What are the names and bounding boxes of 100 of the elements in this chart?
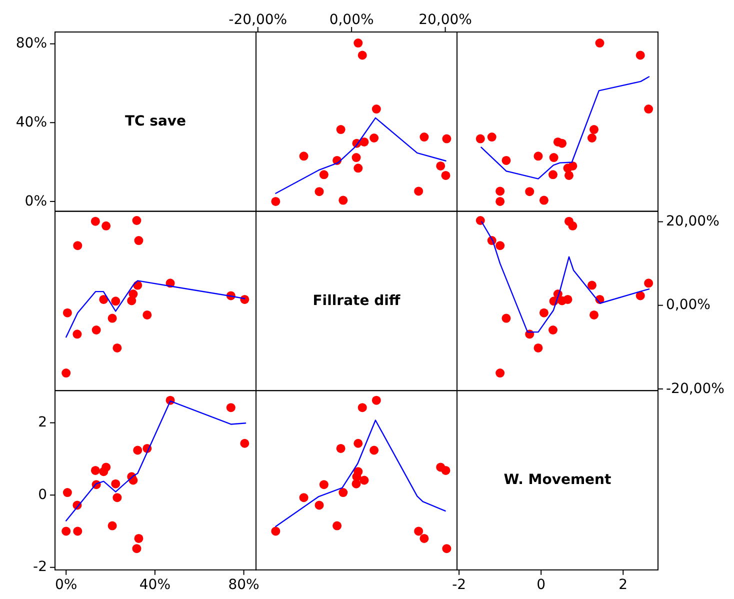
point [271, 196, 280, 206]
point [441, 170, 450, 180]
y-tick-label: 0 [38, 486, 47, 503]
point [539, 196, 548, 205]
point [90, 216, 100, 226]
point [476, 216, 485, 225]
point [360, 137, 369, 146]
point [352, 153, 361, 162]
y2-tick-label: 0,00% [666, 297, 710, 314]
point [338, 196, 348, 205]
x-tick-label: 80% [228, 576, 260, 593]
point [134, 534, 144, 543]
y-tick-label: 40% [16, 114, 47, 130]
point [360, 476, 369, 485]
y2-tick-label: -20,00% [666, 380, 724, 397]
x-tick-label: 2 [618, 576, 628, 593]
point [370, 134, 379, 143]
point [534, 152, 543, 161]
point [102, 462, 111, 472]
point [370, 446, 379, 455]
point [372, 396, 381, 405]
point [476, 134, 485, 144]
point [111, 296, 120, 306]
point [548, 325, 558, 334]
point [595, 38, 604, 48]
point [62, 488, 72, 498]
point [92, 325, 101, 334]
x-tick-label: 0 [536, 576, 546, 593]
point [226, 403, 236, 412]
point [99, 294, 108, 304]
point [314, 500, 324, 510]
point [62, 526, 71, 536]
point [112, 343, 122, 352]
point [539, 308, 548, 318]
point [358, 403, 367, 412]
point [644, 104, 654, 114]
point [502, 314, 511, 323]
point [108, 314, 117, 323]
point [549, 153, 558, 162]
point [420, 534, 429, 543]
point [496, 196, 505, 206]
point [587, 134, 596, 143]
point [73, 241, 82, 250]
point [108, 521, 117, 530]
point [271, 526, 280, 536]
point [358, 50, 367, 60]
point [332, 521, 342, 530]
point [299, 152, 308, 161]
point [553, 137, 562, 146]
point [338, 488, 348, 498]
point [525, 187, 534, 196]
point [319, 170, 328, 180]
point [564, 170, 574, 180]
point [133, 446, 142, 455]
point [496, 186, 505, 196]
point [102, 221, 111, 230]
x-tick-label: -20,00% [228, 12, 288, 28]
point [568, 221, 578, 230]
point [548, 170, 558, 180]
point [354, 38, 363, 48]
point [420, 132, 429, 142]
x-tick-label: 40% [139, 576, 171, 593]
x-tick-label: 20,00% [418, 12, 472, 28]
x-tick-label: 0% [54, 576, 78, 593]
point [496, 241, 505, 250]
y-tick-label: 2 [38, 414, 47, 431]
point [314, 187, 324, 196]
point [352, 472, 362, 482]
point [636, 50, 645, 60]
text: W. Movement [504, 472, 612, 488]
point [112, 493, 122, 502]
point [354, 164, 363, 173]
point [62, 308, 72, 318]
point [62, 368, 71, 378]
point [336, 125, 346, 134]
point [372, 104, 381, 114]
x-tick-label: 0,00% [329, 12, 374, 28]
point [487, 132, 496, 142]
point [590, 125, 599, 134]
point [568, 161, 578, 170]
point [558, 296, 567, 306]
point [90, 466, 100, 475]
point [299, 493, 308, 502]
point [73, 526, 82, 536]
point [590, 310, 599, 320]
point [128, 290, 138, 299]
point [442, 134, 452, 144]
point [111, 479, 120, 488]
point [587, 280, 596, 290]
point [132, 216, 142, 225]
point [354, 438, 363, 448]
point [534, 343, 543, 352]
point [442, 544, 452, 554]
point [336, 444, 346, 453]
point [436, 161, 446, 170]
text: TC save [124, 113, 186, 130]
point [319, 480, 328, 490]
point [72, 330, 82, 339]
point [142, 310, 152, 320]
x-tick-label: -2 [452, 576, 466, 593]
